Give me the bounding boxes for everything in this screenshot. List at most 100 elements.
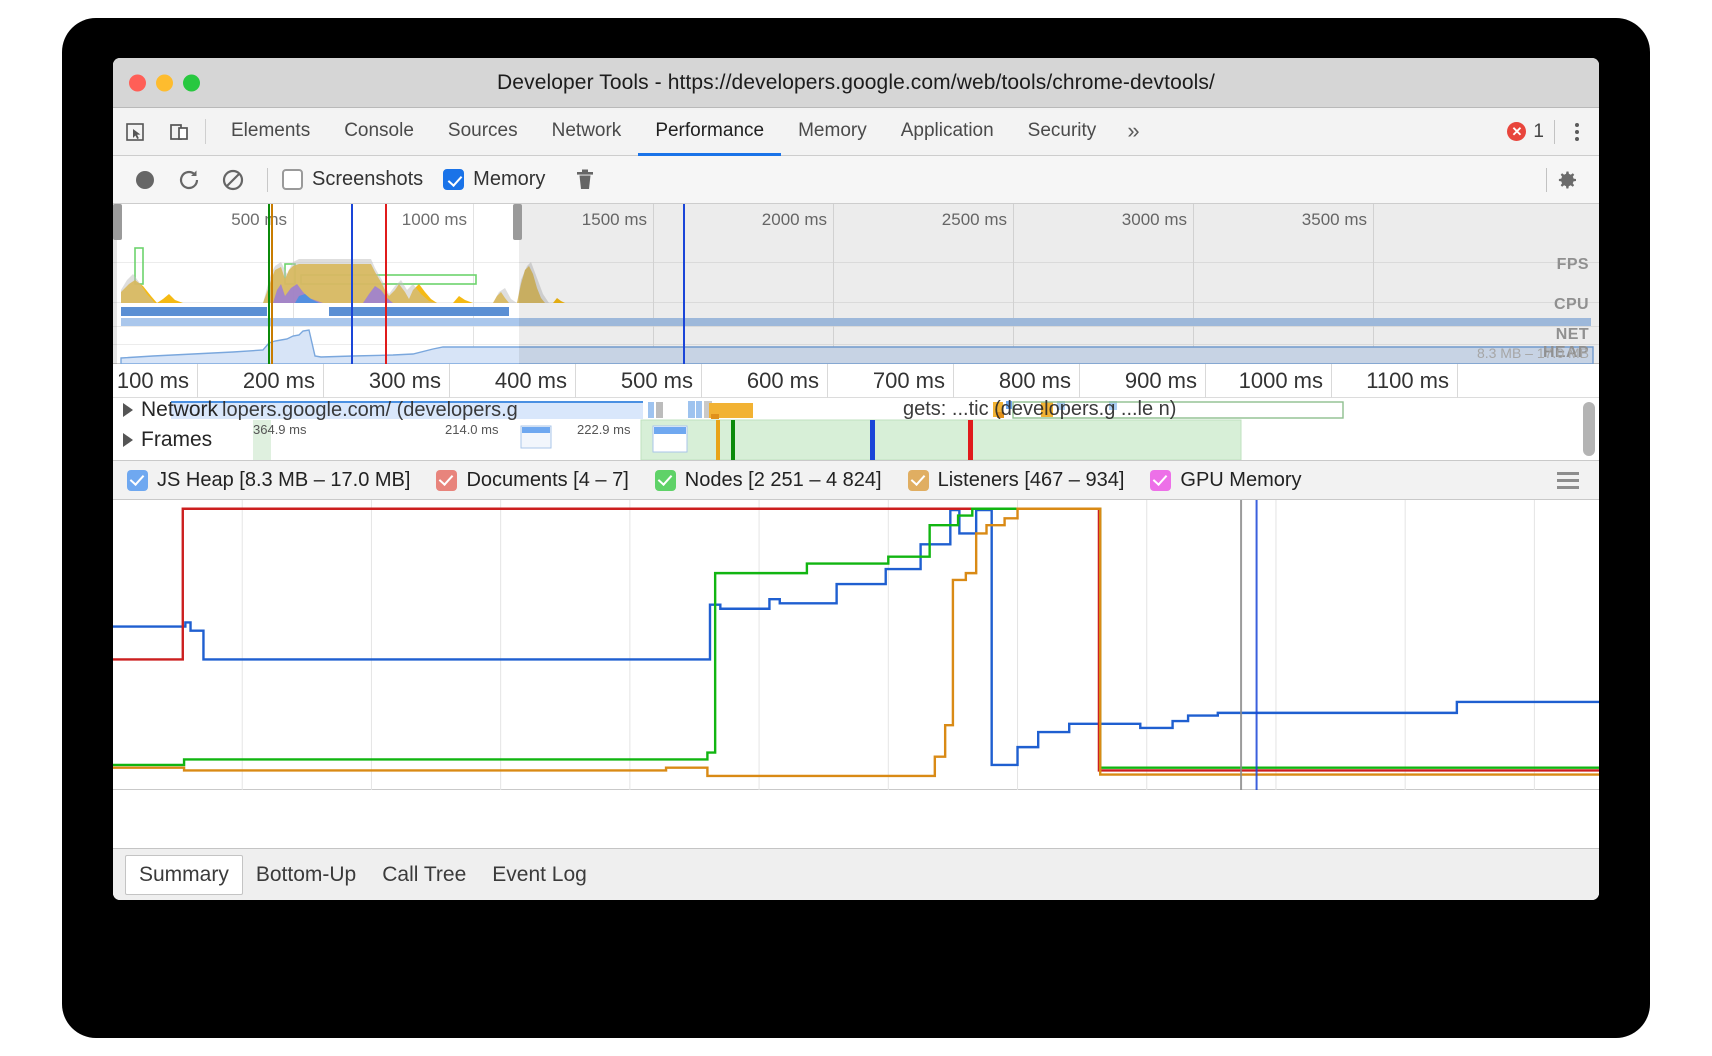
timeline-tracks: Network lopers.google.com/ (developers.g… [113,398,1599,460]
legend-item-listeners[interactable]: Listeners [467 – 934] [907,468,1125,492]
tab-sources[interactable]: Sources [447,120,518,141]
reload-record-icon[interactable] [169,160,209,200]
bottom-tab-event-log[interactable]: Event Log [492,862,587,886]
toolbar-divider-2 [267,167,268,192]
legend-label: JS Heap [8.3 MB – 17.0 MB] [157,468,411,491]
chart-series-documents [113,507,1599,772]
overview-ruler: 500 ms 1000 ms 1500 ms 2000 ms 2500 ms 3000 m… [113,204,1599,364]
overview-label-cpu: CPU [1554,296,1589,313]
legend-checkbox [907,469,929,491]
screenshots-label: Screenshots [312,168,424,190]
memory-checkbox[interactable]: Memory [443,168,545,191]
timeline-tick-label: 300 ms [368,368,441,393]
overview-tick-label: 500 ms [231,210,287,229]
overview-heap-range: 8.3 MB – 17.0 MB [1476,345,1589,361]
overview-marker-load [351,204,353,364]
overview-tick-label: 1500 ms [581,210,647,229]
timeline-tick-label: 1100 ms [1366,368,1449,393]
title-bar: Developer Tools - https://developers.goo… [113,58,1599,108]
timeline-tick-label: 700 ms [872,368,945,393]
timeline-scrollbar[interactable] [1583,402,1595,456]
timeline-tick [1331,364,1332,398]
tab-memory[interactable]: Memory [798,120,867,141]
legend-checkbox [1150,469,1172,491]
more-tabs-icon[interactable]: » [1127,118,1140,143]
toolbar-right [1546,160,1587,200]
bottom-tab-bottom-up[interactable]: Bottom-Up [255,862,357,886]
device-toolbar-icon[interactable] [157,108,201,155]
overview-handle-right[interactable] [513,204,522,240]
memory-chart-svg [113,500,1599,790]
timeline-tick-label: 600 ms [746,368,819,393]
chart-series-js-heap [113,508,1599,767]
kebab-menu-icon[interactable] [1565,122,1589,141]
overview-label-net: NET [1555,326,1589,343]
timeline-tick-label: 800 ms [998,368,1071,393]
timeline-tick [953,364,954,398]
timeline-tick [1079,364,1080,398]
memory-legend-items: JS Heap [8.3 MB – 17.0 MB] Documents [4 –… [127,469,1328,492]
overview-tick [653,204,654,364]
timeline-tick [827,364,828,398]
overview-dim-right [519,204,1599,364]
bottom-tab-summary[interactable]: Summary [125,854,243,895]
tab-performance[interactable]: Performance [638,109,782,156]
screenshots-checkbox[interactable]: Screenshots [282,168,423,191]
zoom-button[interactable] [183,74,200,91]
bottom-tab-call-tree[interactable]: Call Tree [382,862,467,886]
overview-gridline [113,262,1599,263]
network-request-label-2: gets: ...tic (developers.g ...le n) [903,398,1177,420]
hamburger-menu-icon[interactable] [1551,466,1585,495]
tab-security[interactable]: Security [1027,120,1097,141]
overview-marker-onload [385,204,387,364]
overview-tick-label: 2500 ms [941,210,1007,229]
legend-item-js[interactable]: JS Heap [8.3 MB – 17.0 MB] [127,469,410,492]
trash-icon[interactable] [565,160,605,200]
track-row-frames[interactable]: Frames [113,428,1599,452]
timeline-tick-label: 1000 ms [1238,368,1323,393]
timeline-overview[interactable]: 500 ms 1000 ms 1500 ms 2000 ms 2500 ms 3000 m… [113,204,1599,364]
legend-label: Listeners [467 – 934] [937,468,1125,491]
overview-gridline [113,344,1599,345]
window-title: Developer Tools - https://developers.goo… [497,70,1215,94]
tab-console[interactable]: Console [344,120,414,141]
legend-label: Nodes [2 251 – 4 824] [684,468,882,491]
error-circle-icon: ✕ [1507,122,1527,141]
timeline-tick-label: 400 ms [494,368,567,393]
record-circle-icon[interactable] [125,160,165,200]
network-request-label: lopers.google.com/ (developers.g [222,398,518,421]
error-count: 1 [1533,120,1544,142]
legend-item-documents[interactable]: Documents [4 – 7] [436,468,629,492]
clear-prohibited-icon[interactable] [213,160,253,200]
chevron-right-icon-2[interactable] [123,433,133,447]
error-badge[interactable]: ✕ 1 [1507,121,1544,143]
timeline-tick [449,364,450,398]
devtools-window: Developer Tools - https://developers.goo… [113,58,1599,900]
legend-checkbox [436,469,458,491]
timeline-ruler: 100 ms 200 ms 300 ms 400 ms 500 ms 600 ms 700 … [113,364,1599,398]
overview-gridline [113,326,1599,327]
gear-icon[interactable] [1547,160,1587,200]
tab-application[interactable]: Application [900,120,994,141]
frame-time-1: 364.9 ms [253,422,307,437]
overview-label-heap: HEAP [1542,344,1589,361]
tab-network[interactable]: Network [551,120,622,141]
overview-handle-left[interactable] [113,204,122,240]
minimize-button[interactable] [156,74,173,91]
close-button[interactable] [129,74,146,91]
legend-item-nodes[interactable]: Nodes [2 251 – 4 824] [654,468,882,492]
overview-tick-label: 3000 ms [1121,210,1187,229]
overview-tick-label: 1000 ms [401,210,467,229]
network-main-request-bar [171,401,643,419]
tab-elements[interactable]: Elements [231,120,311,141]
legend-item-gpu[interactable]: GPU Memory [1150,468,1302,492]
track-row-network[interactable]: Network lopers.google.com/ (developers.g [113,398,1599,422]
traffic-lights [129,74,200,91]
legend-label: Documents [4 – 7] [466,468,629,491]
chevron-right-icon[interactable] [123,403,133,417]
timeline-tick [701,364,702,398]
legend-label: GPU Memory [1180,468,1302,491]
chart-series-nodes [113,507,1599,769]
timeline-tick [197,364,198,398]
inspect-cursor-icon[interactable] [113,108,157,155]
